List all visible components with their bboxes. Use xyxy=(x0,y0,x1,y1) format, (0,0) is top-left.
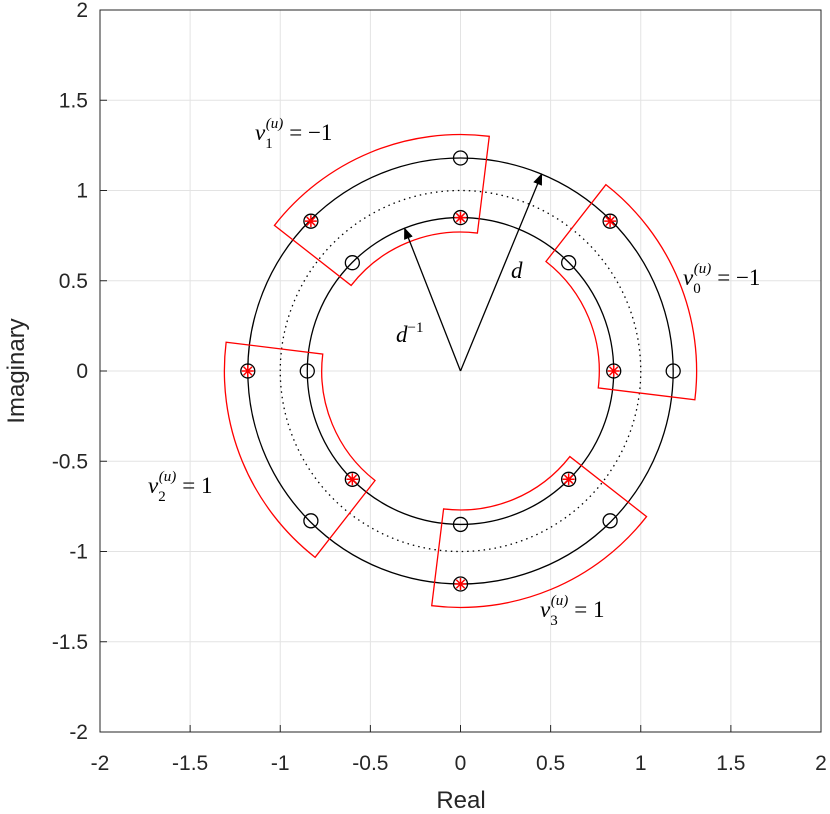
y-tick-label: -1.5 xyxy=(52,631,88,654)
sector xyxy=(273,133,491,287)
point xyxy=(602,213,618,229)
point xyxy=(454,211,467,224)
sector xyxy=(545,183,698,401)
annotation-base: v xyxy=(148,473,159,498)
annotation-rhs: = −1 xyxy=(717,265,760,290)
point xyxy=(303,213,319,229)
point xyxy=(303,513,319,529)
point xyxy=(344,471,361,487)
annotation: v3 (u) = 1 xyxy=(540,593,604,629)
y-tick-label: 2 xyxy=(76,0,88,22)
arrow-label-base: d xyxy=(396,322,408,347)
x-tick-label: 0.5 xyxy=(536,752,565,775)
point xyxy=(452,516,469,533)
point xyxy=(452,150,469,166)
annotation-sub: 3 xyxy=(550,613,558,629)
y-tick-label: -1 xyxy=(69,541,88,564)
annotation: v0 (u) = −1 xyxy=(683,261,760,297)
point xyxy=(240,363,256,379)
point xyxy=(606,363,622,379)
point xyxy=(299,363,315,379)
point xyxy=(665,363,681,379)
y-tick-label: -0.5 xyxy=(52,450,88,473)
arrow-label: d−1 xyxy=(396,320,423,347)
annotation-base: v xyxy=(255,120,266,145)
arrow-label-sup: −1 xyxy=(408,320,424,336)
y-tick-label: 0 xyxy=(76,360,88,383)
y-tick-label: 0.5 xyxy=(59,270,88,293)
x-tick-label: 1 xyxy=(635,752,647,775)
point xyxy=(562,473,575,486)
x-tick-label: 1.5 xyxy=(716,752,745,775)
y-tick-label: 1.5 xyxy=(59,89,88,112)
point xyxy=(241,365,254,377)
point xyxy=(604,215,617,228)
plot-area xyxy=(223,133,698,609)
x-axis-label: Real xyxy=(436,787,485,814)
annotation-sup: (u) xyxy=(551,593,569,609)
annotation: v2 (u) = 1 xyxy=(148,469,212,505)
point xyxy=(346,473,359,486)
annotation-sup: (u) xyxy=(159,469,177,485)
x-tick-label: -1.5 xyxy=(172,752,208,775)
x-tick-label: 2 xyxy=(815,752,827,775)
annotation-sub: 0 xyxy=(693,281,701,297)
point xyxy=(304,215,317,228)
y-tick-label: 1 xyxy=(76,180,88,203)
x-tick-label: 0 xyxy=(455,752,467,775)
annotation-base: v xyxy=(683,265,694,290)
annotation-sub: 1 xyxy=(265,136,273,152)
y-tick-label: -2 xyxy=(69,721,88,744)
y-axis-label: Imaginary xyxy=(3,318,30,423)
annotation: v1 (u) = −1 xyxy=(255,116,332,152)
arrow xyxy=(404,227,462,372)
annotation-sup: (u) xyxy=(266,116,284,132)
x-tick-label: -1 xyxy=(271,752,290,775)
point xyxy=(607,365,620,377)
arrow xyxy=(459,173,543,372)
annotation-sup: (u) xyxy=(694,261,712,277)
annotation-rhs: = 1 xyxy=(574,597,604,622)
point xyxy=(561,471,577,487)
circle-curve xyxy=(279,189,642,553)
point xyxy=(602,513,618,529)
point xyxy=(454,577,467,590)
point xyxy=(452,576,469,592)
point xyxy=(561,255,577,271)
point xyxy=(344,255,361,271)
annotation-rhs: = −1 xyxy=(289,120,332,145)
arrow-label: d xyxy=(511,258,523,283)
annotation-sub: 2 xyxy=(158,489,166,505)
sector xyxy=(223,341,376,559)
annotation-rhs: = 1 xyxy=(182,473,212,498)
sector xyxy=(430,455,648,609)
annotation-base: v xyxy=(540,597,551,622)
x-tick-label: -0.5 xyxy=(352,752,388,775)
point xyxy=(452,209,469,226)
x-tick-label: -2 xyxy=(91,752,110,775)
